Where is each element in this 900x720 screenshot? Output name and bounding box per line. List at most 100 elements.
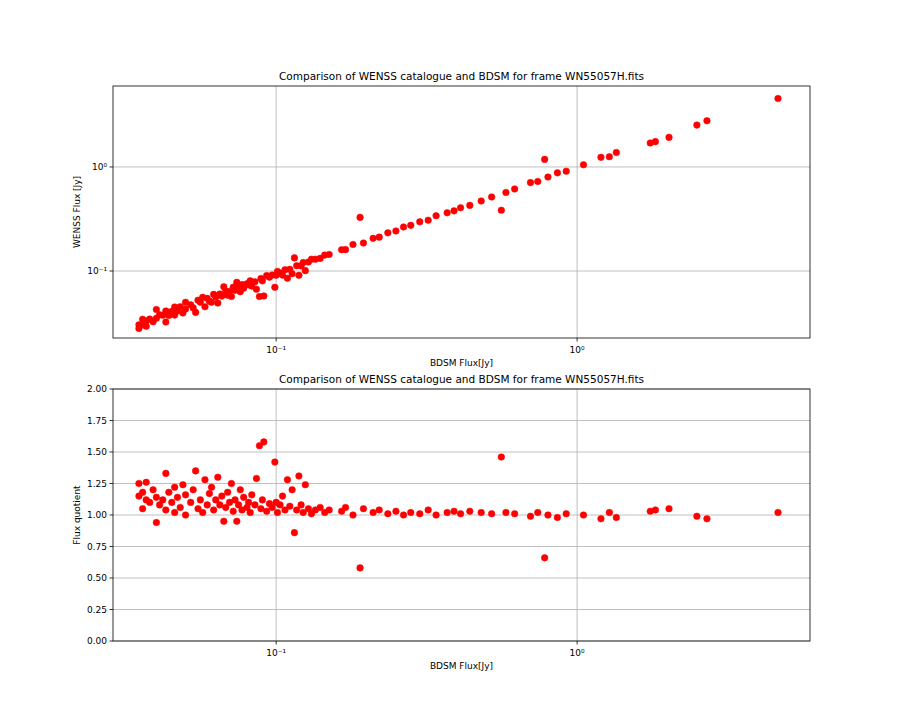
point xyxy=(580,512,587,519)
point xyxy=(245,499,252,506)
point xyxy=(511,510,518,517)
point xyxy=(192,468,199,475)
point xyxy=(182,492,189,499)
point xyxy=(704,117,711,124)
point xyxy=(613,149,620,156)
tick-label-x: 10⁰ xyxy=(570,345,585,355)
tick-label-y: 0.75 xyxy=(87,542,107,552)
point xyxy=(503,509,510,516)
point xyxy=(159,497,166,504)
tick-label-y: 2.00 xyxy=(87,384,107,394)
grid-line-y xyxy=(113,452,810,453)
point xyxy=(541,555,548,562)
point xyxy=(360,240,367,247)
title: Comparison of WENSS catalogue and BDSM f… xyxy=(279,70,644,82)
figure: 10⁻¹10⁰10⁻¹10⁰Comparison of WENSS catalo… xyxy=(0,0,900,720)
point xyxy=(357,214,364,221)
tick-y xyxy=(110,578,114,579)
point xyxy=(613,514,620,521)
point xyxy=(249,492,256,499)
point xyxy=(393,508,400,515)
point xyxy=(143,323,150,330)
point xyxy=(289,487,296,494)
x-axis-label: BDSM Flux[Jy] xyxy=(430,358,493,368)
point xyxy=(286,503,293,510)
points xyxy=(136,95,782,332)
point xyxy=(385,230,392,237)
point xyxy=(279,493,286,500)
frame xyxy=(113,86,810,338)
point xyxy=(606,153,613,160)
point xyxy=(457,204,464,211)
point xyxy=(385,510,392,517)
point xyxy=(171,509,178,516)
point xyxy=(425,507,432,514)
tick-y xyxy=(110,452,114,453)
point xyxy=(163,507,170,514)
point xyxy=(350,241,357,248)
title: Comparison of WENSS catalogue and BDSM f… xyxy=(279,373,644,385)
point xyxy=(302,481,309,488)
point xyxy=(376,507,383,514)
point xyxy=(433,212,440,219)
point xyxy=(253,286,260,293)
point xyxy=(192,309,199,316)
point xyxy=(171,484,178,491)
point xyxy=(666,134,673,141)
point xyxy=(291,255,298,262)
grid-line-y xyxy=(113,166,810,167)
point xyxy=(202,303,209,310)
tick-label-x: 10⁰ xyxy=(570,648,585,658)
point xyxy=(407,222,414,229)
point xyxy=(247,509,254,516)
point xyxy=(360,505,367,512)
point xyxy=(666,505,673,512)
point xyxy=(253,475,260,482)
tick-label-x: 10⁻¹ xyxy=(266,345,286,355)
point xyxy=(221,518,228,525)
point xyxy=(545,512,552,519)
tick-y xyxy=(110,515,114,516)
point xyxy=(534,509,541,516)
point xyxy=(217,502,224,509)
point xyxy=(425,217,432,224)
point xyxy=(143,479,150,486)
point xyxy=(166,489,173,496)
tick-label-y: 1.00 xyxy=(87,510,107,520)
point xyxy=(298,502,305,509)
point xyxy=(219,493,226,500)
point xyxy=(187,499,194,506)
tick-label-y: 1.50 xyxy=(87,447,107,457)
axes: 10⁻¹10⁰0.000.250.500.751.001.251.501.752… xyxy=(72,373,810,671)
point xyxy=(694,122,701,129)
point xyxy=(598,515,605,522)
tick-y xyxy=(110,641,114,642)
point xyxy=(400,512,407,519)
y-axis-label: WENSS Flux [Jy] xyxy=(72,176,82,248)
axes: 10⁻¹10⁰10⁻¹10⁰Comparison of WENSS catalo… xyxy=(72,70,810,368)
point xyxy=(228,480,235,487)
point xyxy=(598,154,605,161)
point xyxy=(563,510,570,517)
point xyxy=(652,138,659,145)
point xyxy=(342,504,349,511)
point xyxy=(451,508,458,515)
point xyxy=(416,510,423,517)
point xyxy=(252,279,259,286)
point xyxy=(444,509,451,516)
point xyxy=(208,299,215,306)
point xyxy=(180,481,187,488)
point xyxy=(261,439,268,446)
tick-y xyxy=(110,483,114,484)
tick-y xyxy=(110,609,114,610)
point xyxy=(511,186,518,193)
point xyxy=(478,509,485,516)
point xyxy=(467,202,474,209)
point xyxy=(563,168,570,175)
point xyxy=(357,565,364,572)
point xyxy=(139,489,146,496)
point xyxy=(215,300,222,307)
point xyxy=(775,509,782,516)
tick-x xyxy=(577,338,578,342)
tick-x xyxy=(577,641,578,645)
